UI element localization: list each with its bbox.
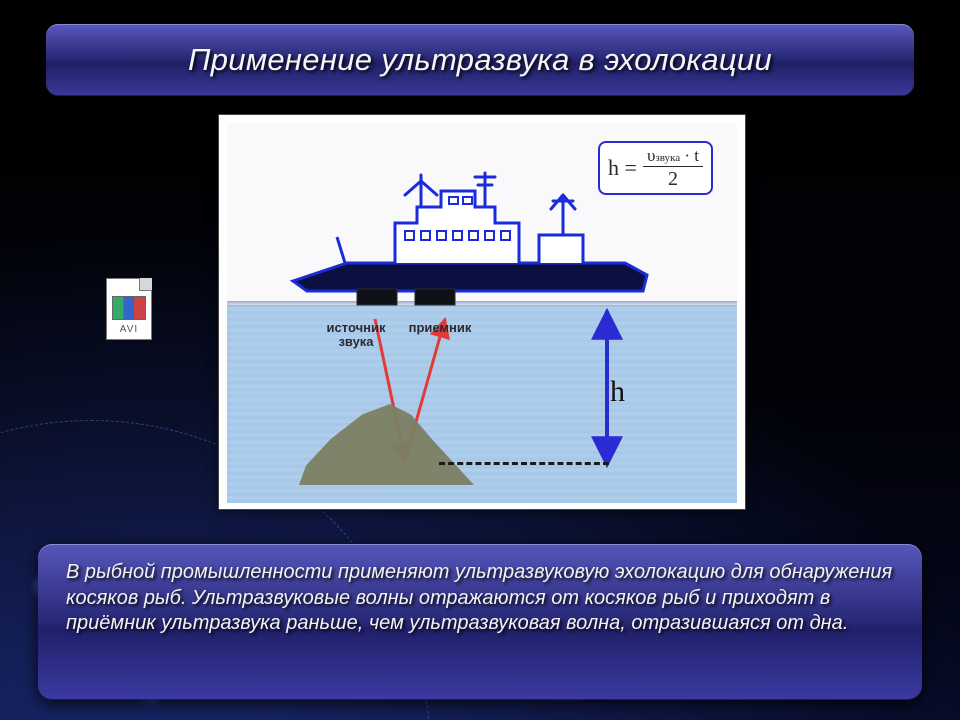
page-dog-ear bbox=[139, 278, 152, 291]
diagram-card: h = υзвука · t 2 bbox=[218, 114, 746, 510]
title-panel: Применение ультразвука в эхолокации bbox=[46, 24, 914, 96]
diagram-scene: h = υзвука · t 2 bbox=[227, 123, 737, 501]
label-receiver: приемник bbox=[405, 321, 475, 335]
body-text: В рыбной промышленности применяют ультра… bbox=[66, 561, 892, 634]
formula-numerator: υзвука · t bbox=[643, 147, 703, 167]
avi-label: AVI bbox=[106, 324, 152, 335]
label-h: h bbox=[610, 375, 625, 409]
page-title: Применение ультразвука в эхолокации bbox=[188, 42, 772, 78]
ship-icon bbox=[287, 167, 657, 317]
label-source-line1: источник bbox=[317, 321, 395, 335]
avi-file-icon[interactable]: AVI bbox=[106, 278, 152, 340]
slide: Применение ультразвука в эхолокации AVI … bbox=[0, 0, 960, 720]
depth-baseline bbox=[439, 462, 609, 465]
label-sound-source: источник звука bbox=[317, 321, 395, 348]
body-panel: В рыбной промышленности применяют ультра… bbox=[38, 544, 922, 700]
formula-denominator: 2 bbox=[668, 167, 678, 189]
label-source-line2: звука bbox=[317, 335, 395, 349]
video-strip-icon bbox=[112, 296, 146, 320]
